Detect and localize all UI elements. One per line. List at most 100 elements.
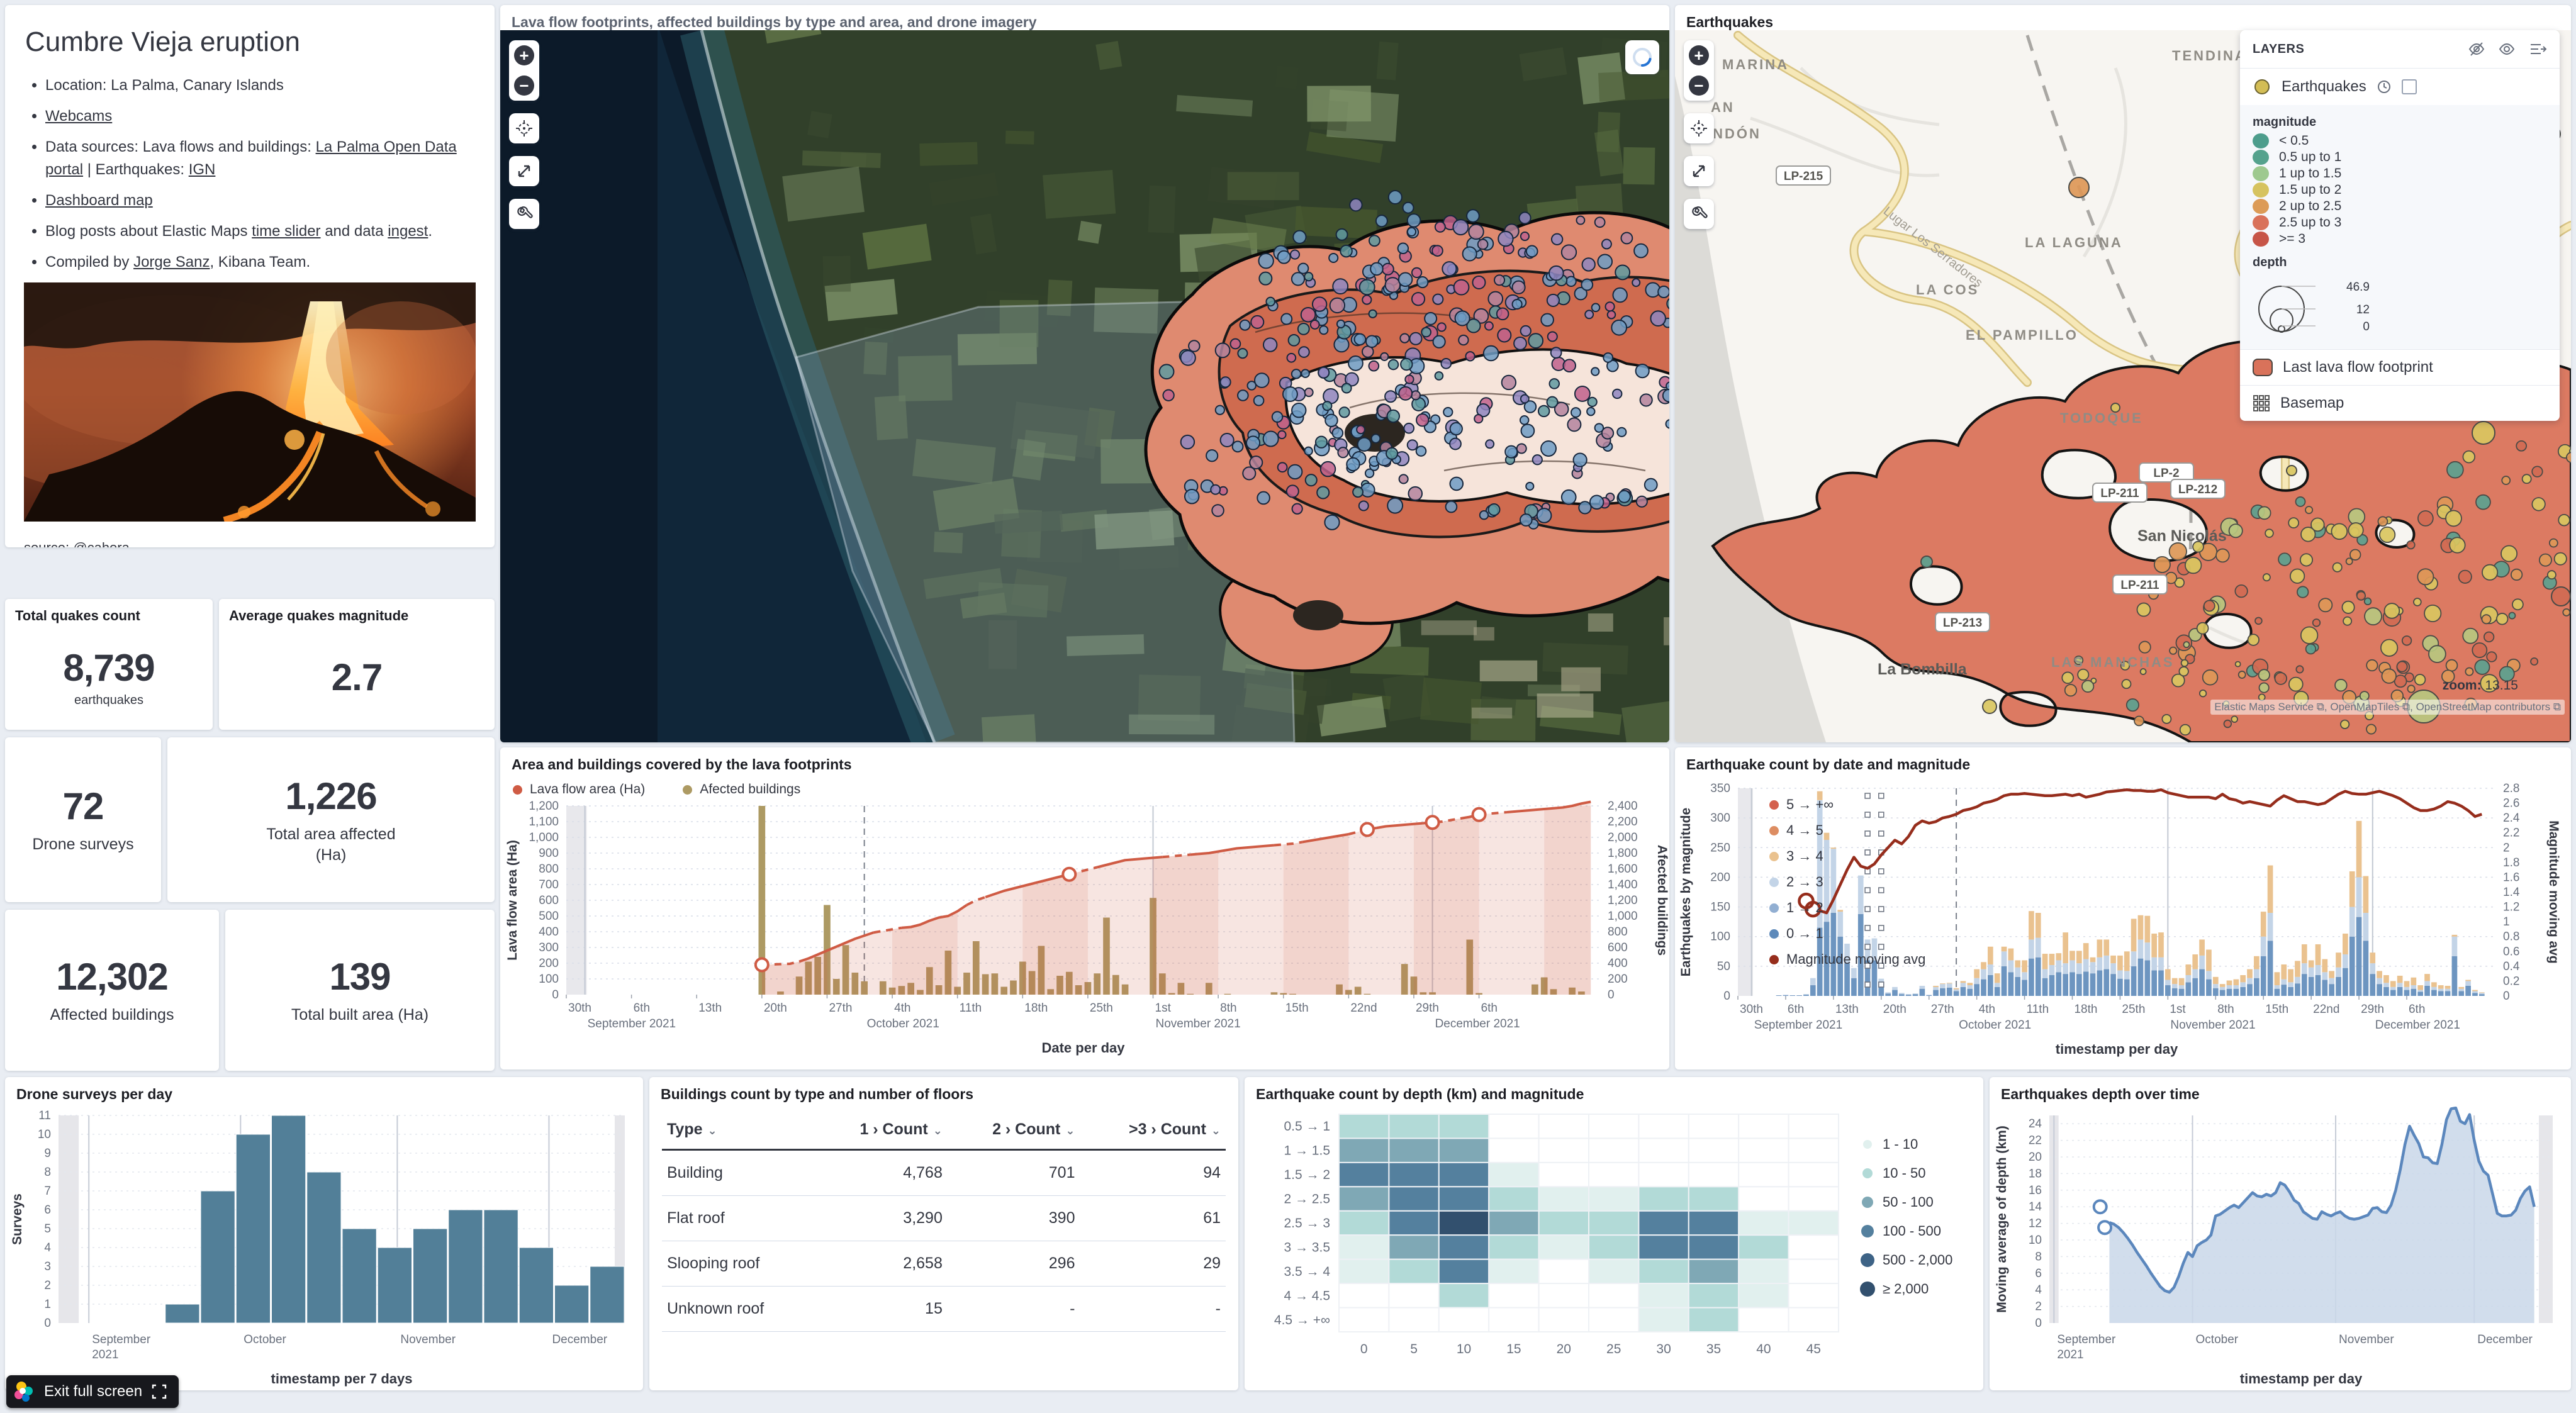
map-attribution[interactable]: Elastic Maps Service ⧉, OpenMapTiles ⧉, … (2210, 700, 2565, 715)
heatmap-cell (1638, 1307, 1689, 1332)
heatmap-cell (1388, 1307, 1440, 1332)
affected-buildings-bar (963, 973, 970, 995)
heatmap-cell (1688, 1210, 1740, 1236)
quake-count-bar (2301, 944, 2307, 964)
quake-count-bar (2056, 953, 2062, 961)
svg-text:500: 500 (539, 910, 559, 923)
svg-text:200: 200 (1608, 973, 1628, 986)
building-marker (1368, 309, 1377, 318)
quake-count-bar (2233, 979, 2239, 986)
svg-text:13th: 13th (1835, 1003, 1859, 1016)
expand-map-button[interactable] (509, 156, 539, 186)
legend-item[interactable]: Afected buildings (683, 782, 800, 797)
column-header-1-count[interactable]: 1 › Count ⌄ (815, 1110, 948, 1151)
zoom-out-button[interactable]: − (509, 70, 539, 101)
svg-text:Date per day: Date per day (1041, 1040, 1125, 1056)
hide-all-layers-icon[interactable] (2468, 40, 2485, 58)
intro-link[interactable]: Dashboard map (45, 192, 153, 209)
lava-area-line (1302, 833, 1349, 844)
earthquake-marker (2511, 568, 2523, 581)
quake-count-bar (1905, 995, 1912, 996)
layer-row-basemap[interactable]: Basemap (2240, 385, 2560, 421)
svg-text:Earthquakes by magnitude: Earthquakes by magnitude (1679, 808, 1693, 976)
intro-link[interactable]: Webcams (45, 108, 113, 125)
legend-item[interactable]: Lava flow area (Ha) (513, 782, 645, 797)
earthquake-marker (2516, 440, 2528, 452)
zoom-in-button[interactable]: + (509, 40, 539, 70)
intro-link[interactable]: La Palma Open Data portal (45, 138, 457, 178)
map-settings-button[interactable] (509, 199, 539, 229)
quake-count-bar (2404, 990, 2410, 996)
legend-item[interactable]: 1 → 2 (1769, 900, 1925, 916)
column-header-2-count[interactable]: 2 › Count ⌄ (947, 1110, 1080, 1151)
quake-count-bar (2144, 960, 2151, 996)
column-header-3plus-count[interactable]: >3 › Count ⌄ (1080, 1110, 1226, 1151)
drone-survey-bar (377, 1247, 412, 1324)
metric-value: 1,226 (285, 775, 377, 817)
quake-count-bar (2226, 985, 2232, 989)
exit-full-screen-button[interactable]: Exit full screen (6, 1375, 179, 1408)
expand-map-button[interactable] (1684, 156, 1714, 186)
building-marker (1482, 345, 1499, 362)
quake-count-bar (2076, 974, 2082, 996)
heatmap-cell (1538, 1307, 1590, 1332)
svg-text:22: 22 (2029, 1134, 2042, 1148)
svg-text:200: 200 (539, 957, 559, 970)
photo-source-link[interactable]: source: @cahora (24, 540, 130, 547)
show-all-layers-icon[interactable] (2498, 40, 2516, 58)
zoom-out-button[interactable]: − (1684, 70, 1714, 101)
intro-link[interactable]: time slider (252, 223, 321, 240)
affected-buildings-bar (814, 957, 821, 995)
lava-area-chart-panel: Area and buildings covered by the lava f… (500, 747, 1669, 1070)
quake-count-bar (2124, 951, 2130, 971)
intro-link[interactable]: IGN (188, 161, 216, 178)
legend-item[interactable]: 4 → 5 (1769, 822, 1925, 839)
fullscreen-exit-icon (152, 1384, 167, 1399)
set-view-button[interactable] (1684, 113, 1714, 143)
heatmap-cell (1788, 1210, 1839, 1236)
layer-row-lava-footprint[interactable]: Last lava flow footprint (2240, 349, 2560, 385)
building-marker (1581, 257, 1596, 272)
earthquake-marker (2258, 682, 2270, 693)
quake-count-bar (2411, 988, 2417, 996)
depth-over-time-chart: 024681012141618202224September2021Octobe… (1995, 1106, 2553, 1387)
heatmap-cell (1788, 1307, 1839, 1332)
lava-map-canvas[interactable] (500, 30, 1669, 742)
affected-buildings-bar (1224, 993, 1231, 995)
legend-item[interactable]: 2 → 3 (1769, 874, 1925, 890)
quake-count-bar (2185, 964, 2192, 975)
svg-text:600: 600 (539, 894, 559, 907)
set-view-button[interactable] (509, 113, 539, 143)
quake-count-bar (2117, 978, 2123, 996)
road-shield (2112, 574, 2168, 595)
building-marker (1210, 484, 1221, 495)
quake-count-bar (2008, 972, 2014, 996)
metric-total-quakes: Total quakes count 8,739 earthquakes (5, 599, 213, 730)
heatmap-cell (1638, 1161, 1689, 1188)
heatmap-cell (1738, 1137, 1789, 1163)
quake-count-bar (1857, 913, 1864, 996)
svg-text:25th: 25th (2122, 1003, 2145, 1016)
layer-checkbox[interactable] (2401, 79, 2417, 94)
earthquake-marker (2349, 549, 2361, 561)
building-marker (1262, 337, 1278, 352)
legend-item[interactable]: 3 → 4 (1769, 848, 1925, 864)
map-settings-button[interactable] (1684, 199, 1714, 229)
layer-order-icon[interactable] (2528, 40, 2547, 58)
column-header-type[interactable]: Type ⌄ (662, 1110, 815, 1151)
legend-item[interactable]: 5 → +∞ (1769, 796, 1925, 813)
map-place-label: TODOQUE (2060, 410, 2143, 426)
affected-buildings-bar (1270, 992, 1278, 995)
intro-link[interactable]: Jorge Sanz (133, 254, 210, 271)
zoom-in-button[interactable]: + (1684, 40, 1714, 70)
earthquake-marker (2546, 570, 2556, 580)
affected-buildings-bar (972, 941, 980, 995)
metric-caption: Affected buildings (50, 1006, 174, 1024)
quake-count-bar (2151, 934, 2157, 958)
earthquake-marker (2472, 642, 2488, 658)
legend-item[interactable]: Magnitude moving avg (1769, 951, 1925, 968)
intro-link[interactable]: ingest (388, 223, 428, 240)
legend-item[interactable]: 0 → 1 (1769, 925, 1925, 942)
layer-row-earthquakes[interactable]: Earthquakes (2240, 69, 2560, 105)
quake-count-bar (1960, 983, 1966, 987)
